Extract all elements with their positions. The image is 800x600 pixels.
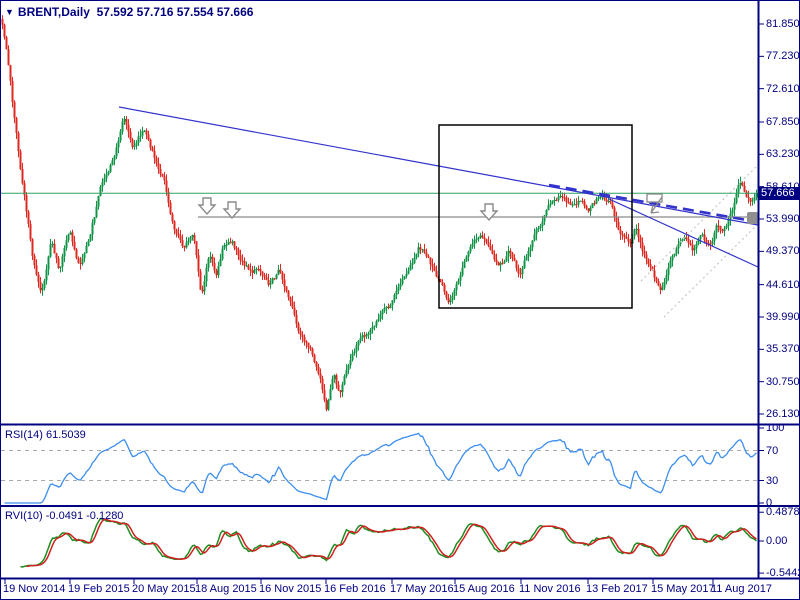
trendline-handle-marker — [747, 212, 758, 224]
down-arrow-icon — [197, 197, 217, 216]
price-label: 67.850 — [766, 116, 800, 128]
rvi-scale-label: 0.00 — [766, 535, 788, 547]
rsi-line — [4, 432, 757, 504]
time-label: 15 Aug 2016 — [453, 583, 515, 595]
time-label: 19 Nov 2014 — [3, 583, 66, 595]
chart-title-ohlc: 57.592 57.716 57.554 57.666 — [96, 5, 254, 19]
current-price-badge: 57.666 — [759, 187, 799, 200]
time-label: 16 Nov 2015 — [259, 583, 322, 595]
rsi-scale-label: 0 — [766, 497, 773, 509]
consolidation-rectangle — [438, 124, 633, 309]
price-label: 63.230 — [766, 148, 800, 160]
chart-title: ▼ BRENT,Daily 57.592 57.716 57.554 57.666 — [5, 5, 253, 19]
time-label: 13 Feb 2017 — [586, 583, 648, 595]
rvi-indicator-label: RVI(10) -0.0491 -0.1280 — [5, 510, 124, 522]
time-label: 17 May 2016 — [390, 583, 454, 595]
rvi-scale-label: 0.4878 — [766, 506, 800, 518]
rsi-scale-label: 70 — [766, 445, 779, 457]
symbol-marker-icon[interactable]: ▼ — [5, 7, 14, 17]
price-label: 77.230 — [766, 50, 800, 62]
rsi-indicator-label: RSI(14) 61.5039 — [5, 429, 86, 441]
price-label: 49.370 — [766, 245, 800, 257]
down-left-arrow-icon — [650, 196, 663, 214]
price-label: 39.990 — [766, 311, 800, 323]
down-arrow-icon — [479, 203, 499, 222]
chart-title-symbol: BRENT,Daily — [17, 5, 90, 19]
time-label: 19 Feb 2015 — [68, 583, 130, 595]
time-label: 20 May 2015 — [132, 583, 196, 595]
price-label: 53.990 — [766, 213, 800, 225]
rvi-main-line — [20, 517, 757, 568]
rvi-scale-label: -0.5442 — [766, 567, 800, 579]
price-label: 26.130 — [766, 408, 800, 420]
ascending-channel-line — [640, 164, 759, 282]
time-label: 11 Aug 2017 — [711, 583, 772, 595]
price-label: 72.610 — [766, 83, 800, 95]
candlestick-series — [1, 15, 758, 412]
rsi-scale-label: 100 — [766, 422, 785, 434]
time-label: 15 May 2017 — [651, 583, 715, 595]
ascending-channel-line — [663, 223, 759, 318]
chart-frame — [1, 1, 799, 584]
price-label: 35.370 — [766, 343, 800, 355]
time-label: 18 Aug 2015 — [195, 583, 257, 595]
drawing-objects[interactable] — [1, 106, 759, 318]
descending-trendline — [608, 198, 759, 268]
rvi-signal-line — [26, 518, 757, 568]
rsi-scale-label: 30 — [766, 475, 779, 487]
price-label: 81.850 — [766, 18, 800, 30]
time-label: 11 Nov 2016 — [519, 583, 581, 595]
descending-trendline — [548, 183, 759, 224]
down-arrow-icon — [222, 201, 242, 220]
current-price-value: 57.666 — [761, 187, 795, 199]
time-label: 16 Feb 2016 — [324, 583, 386, 595]
price-label: 44.610 — [766, 279, 800, 291]
price-label: 30.750 — [766, 376, 800, 388]
